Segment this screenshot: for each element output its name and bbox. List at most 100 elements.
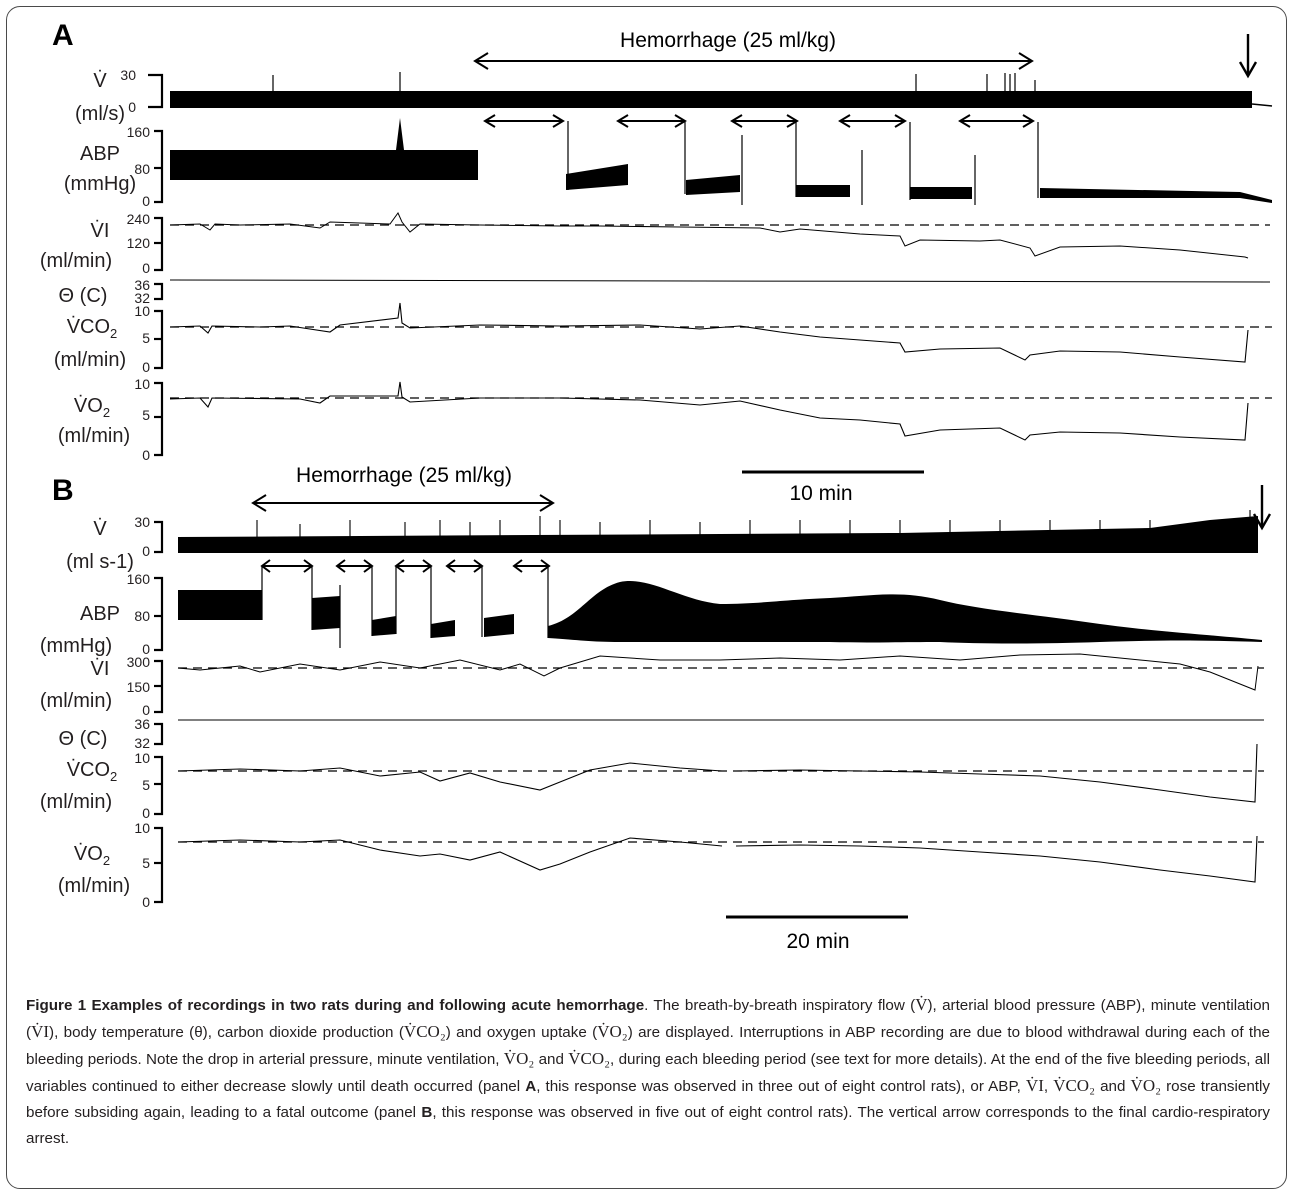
b-temp-tick-36: 36 [134, 716, 150, 732]
b-vi-label: V̇I [91, 658, 110, 680]
a-vi-tick-0: 0 [142, 260, 150, 276]
caption-sym-vco2: V̇CO₂ [403, 1022, 446, 1041]
figure-frame [6, 6, 1287, 1189]
panel-a-label: A [52, 19, 74, 52]
b-abp-gaps [261, 566, 549, 648]
a-temp-tick-32: 32 [134, 290, 150, 306]
caption-sym-vco2-c: V̇CO₂ [1053, 1076, 1096, 1095]
a-vi-unit: (ml/min) [40, 250, 112, 272]
b-temp-tick-32: 32 [134, 735, 150, 751]
b-vco2-tick-10: 10 [134, 750, 150, 766]
a-vo2-label: V̇O2 [74, 395, 110, 420]
b-vco2-trace-2 [735, 743, 1258, 803]
a-temp-label: Θ (C) [59, 285, 108, 307]
caption-text-14: , this response was observed in three ou… [536, 1078, 1026, 1095]
caption-sym-flow: V̇ [915, 995, 928, 1014]
caption-text-16: , [1043, 1078, 1054, 1095]
caption-panel-a-ref: A [525, 1078, 537, 1095]
a-abp-unit: (mmHg) [64, 173, 136, 195]
b-vo2-trace [177, 837, 723, 871]
caption-text-20: rose transiently before subsiding again,… [26, 1078, 1270, 1121]
a-flow-trace [170, 72, 1273, 108]
b-vo2-tick-10: 10 [134, 820, 150, 836]
a-scale-bar-label: 10 min [789, 482, 852, 505]
caption-panel-b-ref: B [421, 1104, 433, 1121]
b-flow-tick-0: 0 [142, 543, 150, 559]
a-abp-label: ABP [80, 143, 120, 165]
caption-sym-vo2-c: V̇O₂ [1130, 1076, 1162, 1095]
a-vco2-tick-10: 10 [134, 303, 150, 319]
b-abp-unit: (mmHg) [40, 635, 112, 657]
a-abp-trace [170, 118, 1272, 203]
caption-sym-vi-b: V̇I [1025, 1076, 1044, 1095]
panel-a: A Hemorrhage (25 ml/kg) V̇ (ml/s) ABP (m… [40, 19, 1273, 505]
a-vi-label: V̇I [91, 220, 110, 242]
a-flow-label: V̇ [93, 70, 107, 92]
b-axes [154, 520, 164, 904]
a-vco2-tick-5: 5 [142, 330, 150, 346]
panel-b-hemorrhage-arrow [251, 494, 555, 512]
b-vco2-unit: (ml/min) [40, 791, 112, 813]
panel-b-hemorrhage-label: Hemorrhage (25 ml/kg) [296, 464, 512, 487]
b-vi-trace [177, 653, 1259, 691]
caption-text-10: and [534, 1051, 569, 1068]
b-temp-label: Θ (C) [59, 728, 108, 750]
caption-text-2: ), arterial blood pressure (ABP), minute… [26, 997, 1271, 1041]
a-temp-trace [169, 279, 1271, 283]
a-axes [148, 73, 164, 457]
a-flow-tick-0: 0 [128, 99, 136, 115]
a-abp-gaps [567, 121, 1039, 205]
figure-graphic: A Hemorrhage (25 ml/kg) V̇ (ml/s) ABP (m… [40, 19, 1273, 953]
caption-text-8: ) are displayed. Interruptions in ABP re… [26, 1024, 1270, 1068]
a-abp-tick-80: 80 [134, 161, 150, 177]
panel-a-arrest-arrow [1238, 34, 1258, 79]
b-vi-tick-300: 300 [127, 654, 151, 670]
a-abp-tick-160: 160 [127, 124, 151, 140]
caption-sym-vi: V̇I [31, 1022, 50, 1041]
caption-text-0: . The breath-by-breath inspiratory flow … [644, 997, 916, 1014]
a-vo2-unit: (ml/min) [58, 425, 130, 447]
a-vo2-tick-0: 0 [142, 447, 150, 463]
b-vo2-trace-2 [735, 835, 1258, 883]
b-bleed-arrows [260, 559, 551, 573]
caption-title: Figure 1 Examples of recordings in two r… [26, 997, 645, 1014]
a-vo2-tick-10: 10 [134, 376, 150, 392]
a-flow-tick-30: 30 [120, 67, 136, 83]
b-vco2-label: V̇CO2 [67, 759, 118, 784]
b-vo2-tick-0: 0 [142, 894, 150, 910]
b-abp-label: ABP [80, 603, 120, 625]
b-flow-unit: (ml s-1) [66, 551, 134, 573]
panel-a-hemorrhage-arrow [473, 52, 1034, 70]
a-bleed-arrows [483, 114, 1035, 128]
a-vo2-tick-5: 5 [142, 407, 150, 423]
a-vco2-trace [169, 302, 1249, 363]
a-vo2-trace [169, 381, 1249, 441]
caption-sym-vco2-b: V̇CO₂ [568, 1049, 611, 1068]
b-vi-tick-0: 0 [142, 702, 150, 718]
b-abp-tick-80: 80 [134, 608, 150, 624]
panel-b-label: B [52, 474, 74, 507]
caption-sym-vo2-b: V̇O₂ [503, 1049, 535, 1068]
caption-text-18: and [1095, 1078, 1131, 1095]
b-scale-bar-label: 20 min [786, 930, 849, 953]
b-flow-tick-30: 30 [134, 514, 150, 530]
b-vco2-tick-0: 0 [142, 805, 150, 821]
b-flow-label: V̇ [93, 518, 107, 540]
caption-text-12: , during each bleeding period (see text … [26, 1051, 1270, 1095]
b-abp-trace [178, 581, 1262, 644]
caption-sym-vo2: V̇O₂ [597, 1022, 628, 1041]
b-vco2-trace [177, 762, 723, 791]
b-vo2-unit: (ml/min) [58, 875, 130, 897]
b-vi-tick-150: 150 [127, 679, 151, 695]
a-vi-trace [169, 212, 1249, 259]
b-vco2-tick-5: 5 [142, 777, 150, 793]
b-vo2-tick-5: 5 [142, 855, 150, 871]
b-abp-tick-0: 0 [142, 641, 150, 657]
b-vi-unit: (ml/min) [40, 690, 112, 712]
a-vco2-label: V̇CO2 [67, 316, 118, 341]
caption-text-6: ) and oxygen uptake ( [445, 1024, 598, 1041]
a-abp-tick-0: 0 [142, 193, 150, 209]
a-vi-tick-240: 240 [127, 211, 151, 227]
a-vi-tick-120: 120 [127, 235, 151, 251]
caption-text-4: ), body temperature (θ), carbon dioxide … [49, 1024, 404, 1041]
